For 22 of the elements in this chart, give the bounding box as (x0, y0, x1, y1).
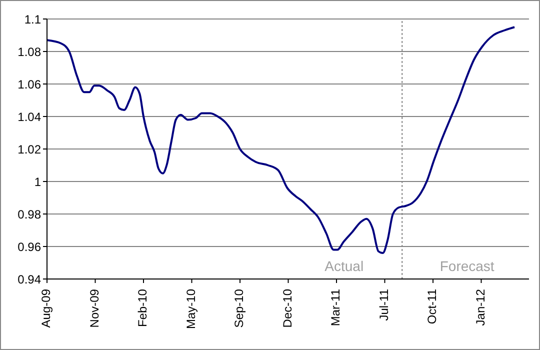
y-tick-label: 0.94 (18, 272, 42, 286)
x-tick-label: May-10 (184, 288, 198, 330)
y-tick-label: 1.04 (18, 110, 42, 124)
x-tick-label: Aug-09 (39, 288, 54, 328)
y-tick-label: 0.98 (18, 207, 42, 222)
annotation: Actual (324, 258, 364, 274)
x-tick-label: Sep-10 (232, 288, 246, 328)
x-tick-label: Dec-10 (280, 288, 294, 328)
y-tick-label: 1 (34, 174, 42, 189)
annotation: Forecast (440, 258, 494, 274)
y-tick-label: 1.02 (18, 142, 42, 156)
x-tick-label: Jul-11 (376, 288, 391, 321)
line-series (47, 26, 516, 254)
x-tick-label: Mar-11 (328, 288, 343, 326)
x-tick-label: Nov-09 (87, 288, 102, 328)
x-tick-label: Jan-12 (473, 288, 488, 326)
y-tick-label: 1.08 (18, 44, 42, 59)
y-tick-label: 1.06 (18, 77, 42, 92)
y-tick-label: 0.96 (18, 240, 42, 254)
x-tick-label: Oct-11 (425, 288, 440, 324)
y-tick-label: 1.1 (24, 12, 42, 26)
x-tick-label: Feb-10 (136, 288, 150, 328)
